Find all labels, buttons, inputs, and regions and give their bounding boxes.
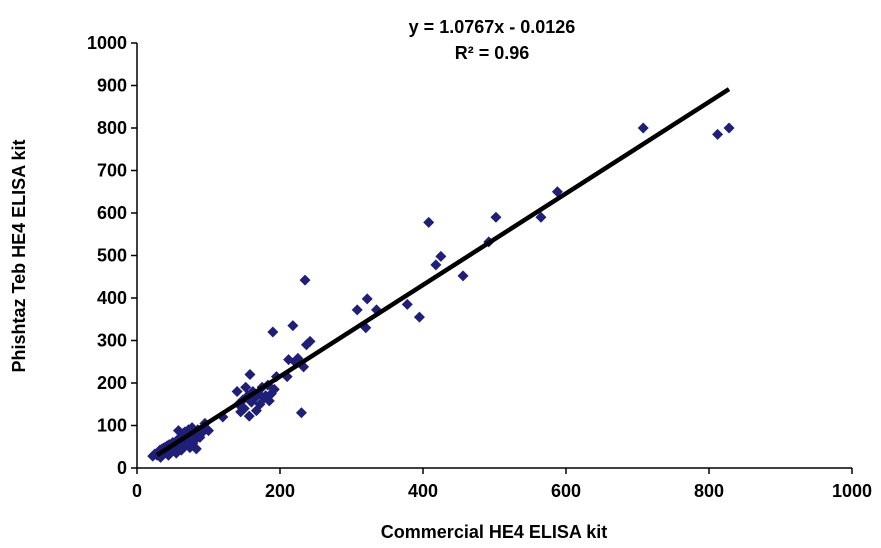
data-point — [304, 335, 316, 347]
data-point — [267, 326, 279, 338]
data-point — [551, 186, 563, 198]
data-point — [231, 386, 243, 397]
y-tick-label: 400 — [97, 288, 127, 308]
data-point — [361, 293, 373, 305]
trendline-r2-label: R² = 0.96 — [455, 43, 530, 63]
x-tick-label: 600 — [551, 481, 581, 501]
data-point — [240, 381, 252, 393]
data-point — [712, 128, 724, 140]
data-point — [430, 259, 442, 271]
plot-area: 0 100 200 300 400 500 600 700 800 900 1000 0 200 400 6… — [87, 33, 872, 501]
data-point — [401, 298, 413, 310]
trendline — [155, 87, 731, 458]
data-point — [190, 443, 202, 455]
data-point — [457, 270, 469, 282]
y-tick-label: 500 — [97, 246, 127, 266]
data-point — [287, 320, 299, 332]
data-point — [299, 274, 311, 286]
x-tick-label: 1000 — [832, 481, 872, 501]
data-point — [203, 425, 214, 437]
y-tick-label: 900 — [97, 76, 127, 96]
data-point — [238, 403, 250, 414]
y-tick-label: 100 — [97, 416, 127, 436]
y-tick-label: 300 — [97, 331, 127, 351]
x-tick-label: 200 — [265, 481, 295, 501]
x-tick-label: 400 — [408, 481, 438, 501]
data-point — [413, 311, 425, 323]
x-axis-title: Commercial HE4 ELISA kit — [381, 522, 607, 542]
y-axis-title: Phishtaz Teb HE4 ELISA kit — [9, 139, 29, 372]
trendline-equation-label: y = 1.0767x - 0.0126 — [409, 17, 576, 37]
data-point — [637, 122, 649, 134]
data-point — [351, 304, 363, 316]
data-point — [268, 383, 280, 395]
data-point — [244, 369, 256, 380]
data-point — [723, 122, 735, 134]
y-tick-label: 1000 — [87, 33, 127, 53]
data-point — [243, 410, 255, 422]
data-point — [535, 211, 547, 223]
x-tick-label: 0 — [132, 481, 142, 501]
y-tick-label: 200 — [97, 373, 127, 393]
y-tick-label: 600 — [97, 203, 127, 223]
data-point — [435, 250, 447, 262]
data-point — [423, 216, 435, 228]
data-point — [490, 211, 502, 223]
x-tick-label: 800 — [694, 481, 724, 501]
data-point — [295, 407, 307, 419]
y-tick-label: 700 — [97, 161, 127, 181]
y-tick-label: 800 — [97, 118, 127, 138]
y-tick-label: 0 — [117, 458, 127, 478]
